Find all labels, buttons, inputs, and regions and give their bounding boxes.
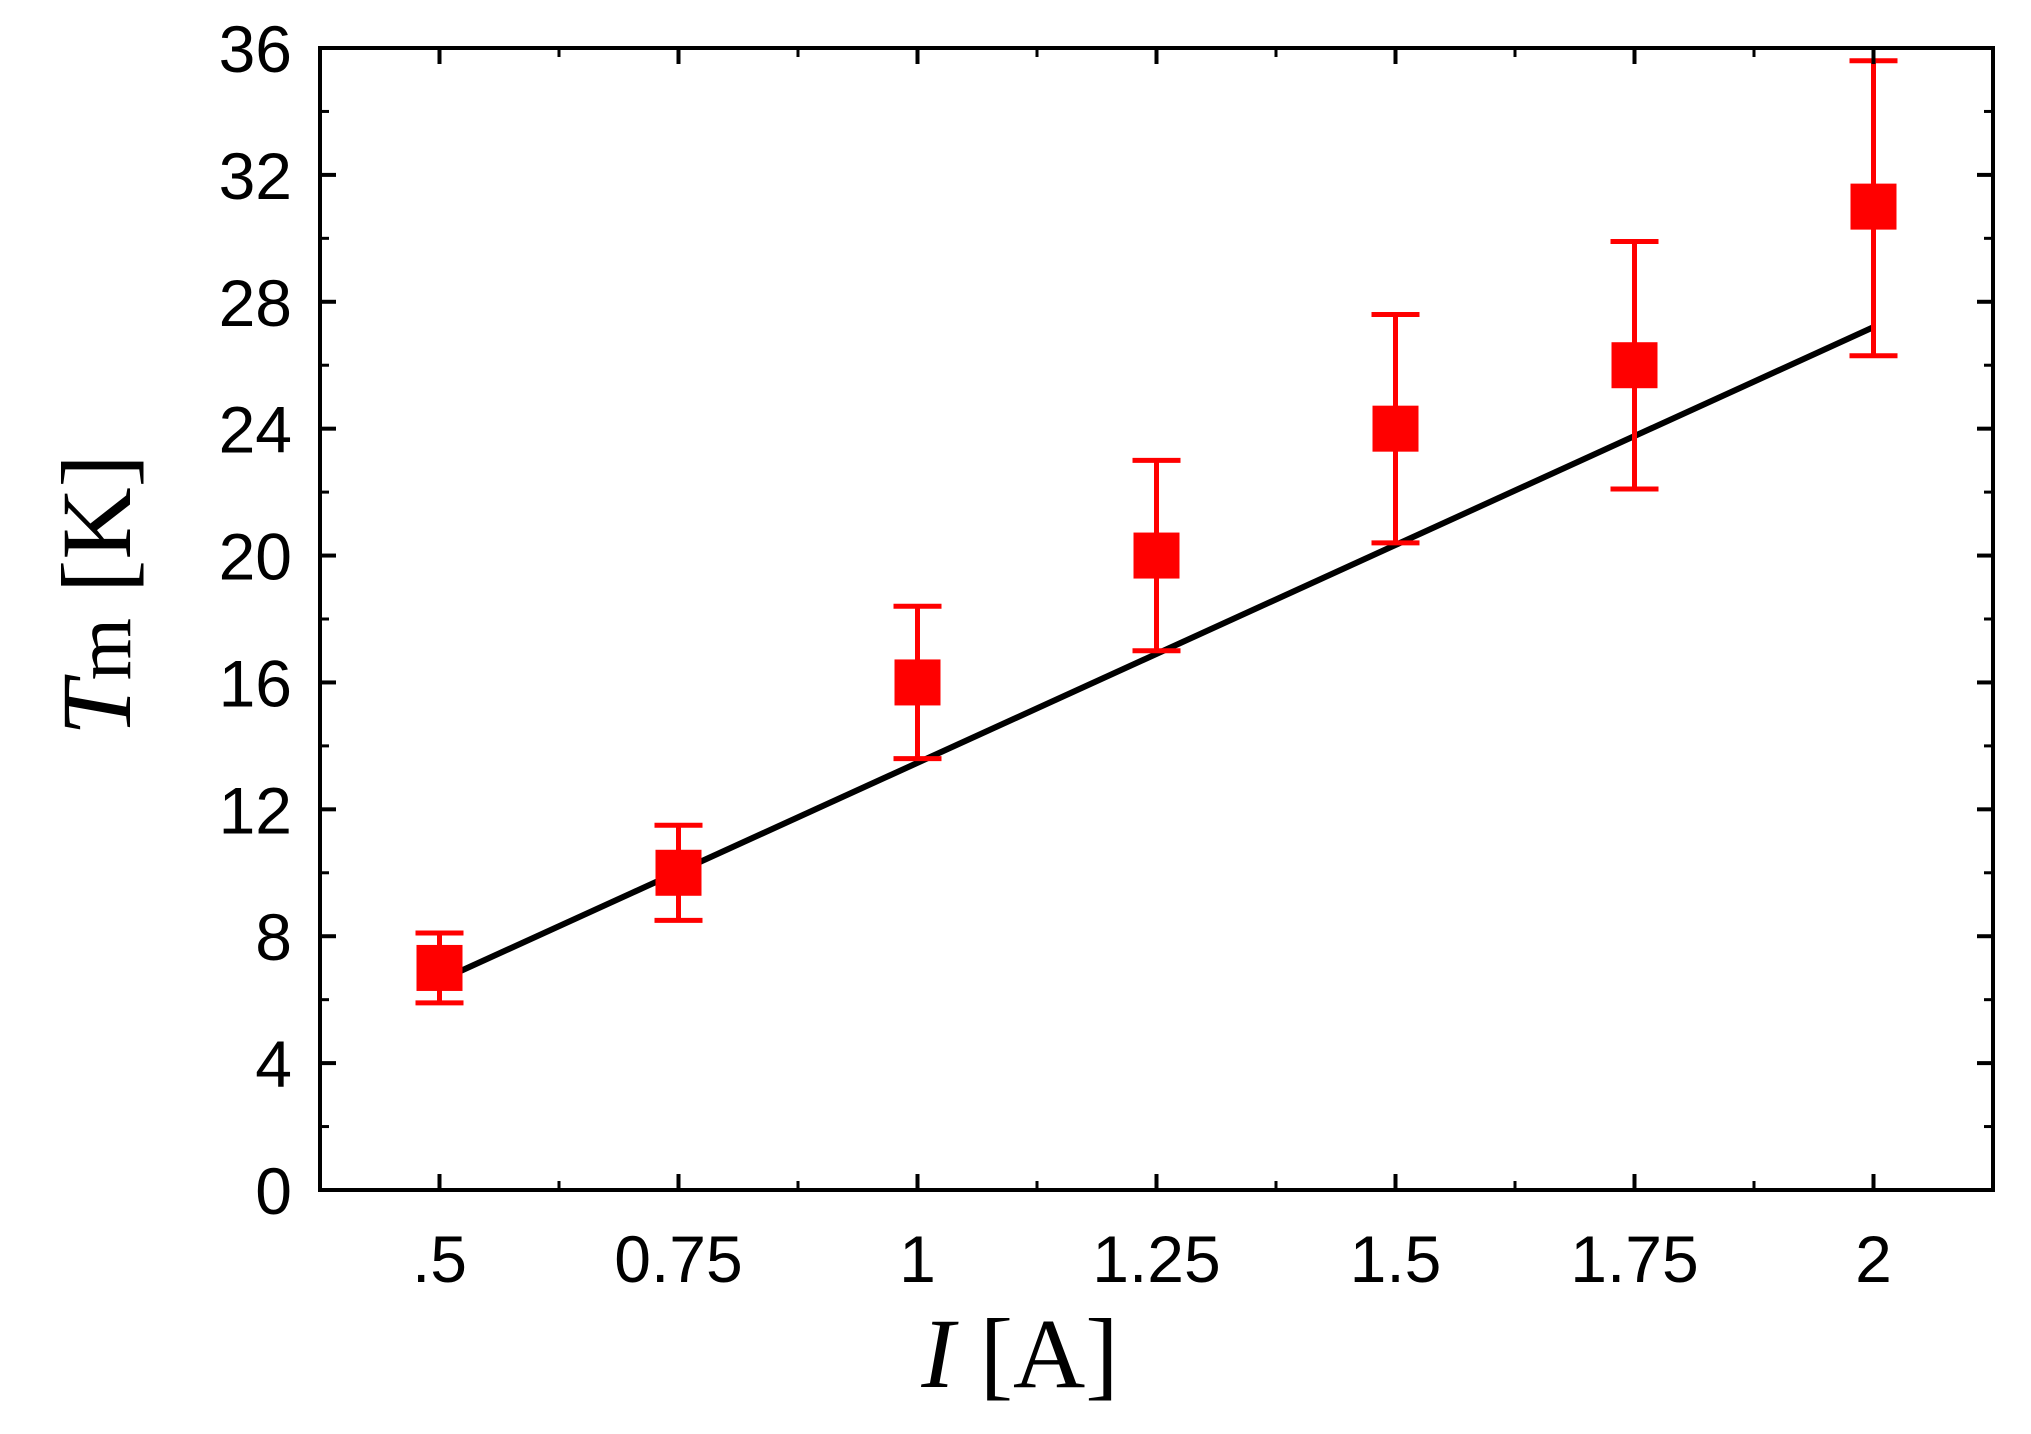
axis-ticks-layer bbox=[320, 46, 1993, 1192]
y-tick-label: 36 bbox=[219, 12, 292, 86]
x-tick-label: 2 bbox=[1855, 1222, 1892, 1296]
y-tick-label: 28 bbox=[219, 266, 292, 340]
data-point bbox=[1372, 405, 1419, 452]
y-tick-label: 20 bbox=[219, 520, 292, 594]
x-tick-label: 0.75 bbox=[614, 1222, 742, 1296]
x-axis-var: I bbox=[920, 1298, 959, 1409]
y-tick-label: 12 bbox=[219, 773, 292, 847]
fit-line-layer bbox=[438, 324, 1875, 984]
y-tick-label: 0 bbox=[255, 1154, 292, 1228]
data-points-layer bbox=[415, 58, 1898, 1006]
data-point bbox=[1611, 342, 1658, 389]
x-tick-label: 1 bbox=[899, 1222, 936, 1296]
x-axis-unit: [A] bbox=[980, 1298, 1119, 1409]
y-tick-label: 24 bbox=[219, 393, 292, 467]
x-tick-label: 1.25 bbox=[1092, 1222, 1220, 1296]
y-tick-label: 16 bbox=[219, 646, 292, 720]
data-point bbox=[894, 659, 941, 706]
y-tick-label: 4 bbox=[255, 1027, 292, 1101]
x-tick-label: .5 bbox=[412, 1222, 467, 1296]
y-axis-unit: [K] bbox=[41, 454, 152, 593]
x-tick-label: 1.5 bbox=[1350, 1222, 1442, 1296]
y-axis-var: T bbox=[41, 674, 152, 736]
data-point bbox=[1133, 532, 1180, 579]
y-axis-sub: m bbox=[60, 618, 148, 680]
y-tick-label: 32 bbox=[219, 139, 292, 213]
y-tick-label: 8 bbox=[255, 900, 292, 974]
y-axis-title: Tm [K] bbox=[41, 454, 152, 736]
fit-line bbox=[438, 324, 1875, 984]
data-point bbox=[655, 849, 702, 896]
data-point bbox=[416, 944, 463, 991]
x-axis-title: I [A] bbox=[920, 1298, 1118, 1409]
x-tick-label: 1.75 bbox=[1570, 1222, 1698, 1296]
data-point bbox=[1850, 183, 1897, 230]
